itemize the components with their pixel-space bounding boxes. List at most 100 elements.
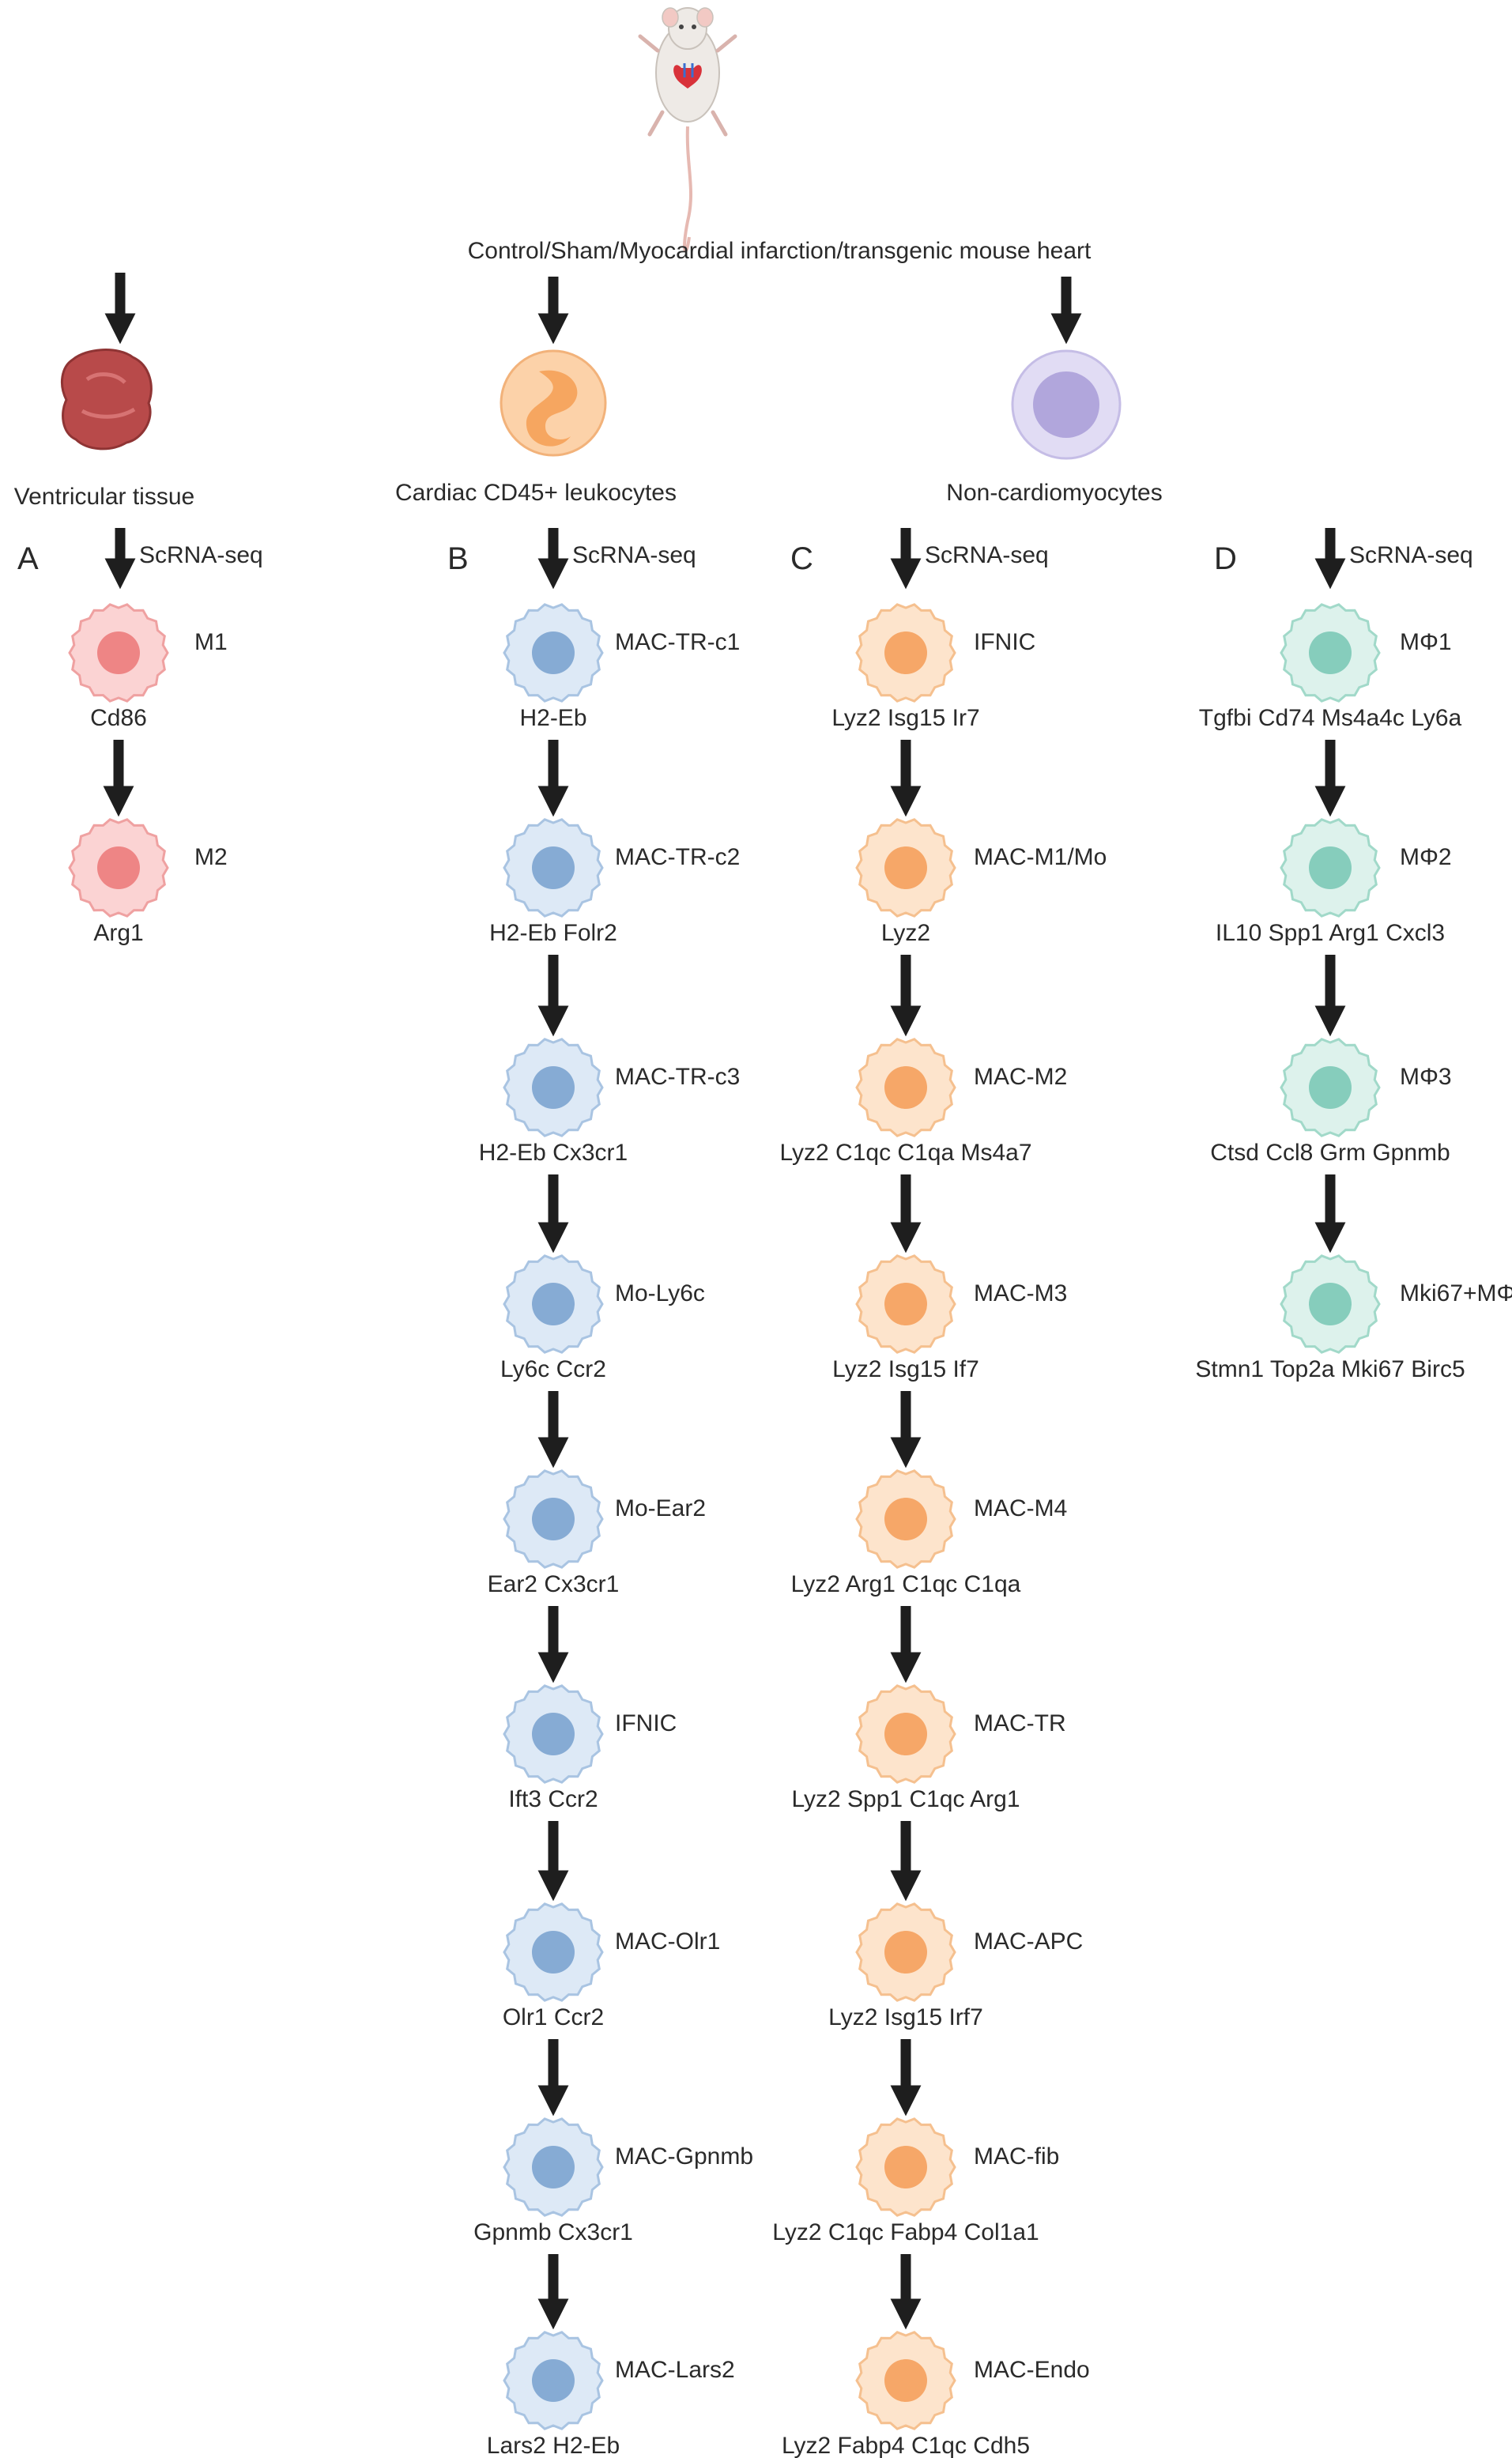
marker-genes: Arg1 xyxy=(93,920,143,946)
nucleus-icon xyxy=(884,1066,927,1109)
panel-letter: D xyxy=(1214,541,1237,576)
cell-type-name: MAC-APC xyxy=(974,1928,1083,1955)
marker-genes: Lyz2 C1qc Fabp4 Col1a1 xyxy=(772,2219,1039,2245)
panel-c: C ScRNA-seq IFNIC Lyz2 Isg15 Ir7 MAC-M1/Mo Ly… xyxy=(772,541,1107,2458)
cell-type-name: MAC-TR-c3 xyxy=(615,1064,740,1090)
cell-node: MΦ3 Ctsd Ccl8 Grm Gpnmb xyxy=(1210,1038,1452,1166)
panel-letter: C xyxy=(790,541,813,576)
cell-type-name: MAC-Gpnmb xyxy=(615,2143,753,2170)
nucleus-icon xyxy=(532,846,575,889)
cell-node: IFNIC Lyz2 Isg15 Ir7 xyxy=(831,603,1035,731)
nucleus-icon xyxy=(884,631,927,674)
cell-type-name: MAC-M4 xyxy=(974,1495,1067,1521)
nucleus-icon xyxy=(532,2359,575,2402)
panel-a: A ScRNA-seq M1 Cd86 M2 Arg1 xyxy=(17,541,263,946)
marker-genes: Lyz2 Isg15 Ir7 xyxy=(831,705,979,731)
marker-genes: Lyz2 Arg1 C1qc C1qa xyxy=(791,1571,1021,1597)
cell-node: MAC-TR-c1 H2-Eb xyxy=(503,603,740,731)
nucleus-icon xyxy=(1309,846,1352,889)
marker-genes: IL10 Spp1 Arg1 Cxcl3 xyxy=(1216,920,1445,946)
panel-b: B ScRNA-seq MAC-TR-c1 H2-Eb MAC-TR-c2 H2-Eb F… xyxy=(447,541,753,2458)
marker-genes: Ift3 Ccr2 xyxy=(508,1786,598,1812)
marker-genes: Stmn1 Top2a Mki67 Birc5 xyxy=(1195,1356,1465,1382)
panel-letter: A xyxy=(17,541,39,576)
cell-type-name: MAC-Olr1 xyxy=(615,1928,720,1955)
nucleus-icon xyxy=(1309,631,1352,674)
source-label-1: Ventricular tissue xyxy=(14,484,194,510)
cell-type-name: MAC-fib xyxy=(974,2143,1059,2170)
cell-node: MΦ2 IL10 Spp1 Arg1 Cxcl3 xyxy=(1216,818,1452,946)
nucleus-icon xyxy=(532,1283,575,1325)
cell-icon xyxy=(1011,349,1122,460)
marker-genes: Lyz2 Spp1 C1qc Arg1 xyxy=(791,1786,1020,1812)
scrna-seq-label: ScRNA-seq xyxy=(139,542,263,568)
cell-type-name: IFNIC xyxy=(974,629,1035,655)
marker-genes: H2-Eb Cx3cr1 xyxy=(479,1140,628,1166)
marker-genes: H2-Eb Folr2 xyxy=(489,920,617,946)
source-label: Control/Sham/Myocardial infarction/trans… xyxy=(468,238,1092,264)
marker-genes: Lars2 H2-Eb xyxy=(487,2433,620,2458)
nucleus-icon xyxy=(532,1931,575,1974)
cell-type-name: MAC-TR xyxy=(974,1710,1066,1736)
cell-type-name: Mo-Ly6c xyxy=(615,1280,705,1306)
leukocyte-icon xyxy=(500,349,607,457)
nucleus-icon xyxy=(884,2359,927,2402)
panel-letter: B xyxy=(447,541,469,576)
nucleus-icon xyxy=(532,1498,575,1540)
cell-node: MAC-M2 Lyz2 C1qc C1qa Ms4a7 xyxy=(779,1038,1067,1166)
scrna-seq-label: ScRNA-seq xyxy=(572,542,696,568)
cell-node: MAC-M1/Mo Lyz2 xyxy=(855,818,1107,946)
nucleus-icon xyxy=(1309,1283,1352,1325)
cell-node: MAC-fib Lyz2 C1qc Fabp4 Col1a1 xyxy=(772,2117,1059,2245)
marker-genes: Olr1 Ccr2 xyxy=(503,2004,604,2030)
cell-node: MAC-TR-c2 H2-Eb Folr2 xyxy=(489,818,740,946)
cell-node: MAC-Lars2 Lars2 H2-Eb xyxy=(487,2331,735,2458)
cell-type-name: MAC-M2 xyxy=(974,1064,1067,1090)
cell-type-name: MAC-TR-c2 xyxy=(615,844,740,870)
marker-genes: Lyz2 xyxy=(881,920,930,946)
nucleus-icon xyxy=(97,631,140,674)
nucleus-icon xyxy=(532,1066,575,1109)
cell-node: IFNIC Ift3 Ccr2 xyxy=(503,1684,677,1812)
cell-node: MAC-M4 Lyz2 Arg1 C1qc C1qa xyxy=(791,1469,1067,1597)
cell-type-name: M2 xyxy=(194,844,228,870)
cell-node: MAC-APC Lyz2 Isg15 Irf7 xyxy=(828,1902,1083,2030)
cell-node: MAC-Olr1 Olr1 Ccr2 xyxy=(503,1902,720,2030)
nucleus-icon xyxy=(532,631,575,674)
cell-node: MAC-M3 Lyz2 Isg15 If7 xyxy=(832,1254,1067,1382)
mouse-icon xyxy=(638,7,737,253)
cell-node: MAC-Gpnmb Gpnmb Cx3cr1 xyxy=(473,2117,753,2245)
source-label-2: Cardiac CD45+ leukocytes xyxy=(395,480,677,506)
nucleus-icon xyxy=(532,2146,575,2188)
marker-genes: Lyz2 Fabp4 C1qc Cdh5 xyxy=(782,2433,1030,2458)
cell-node: M2 Arg1 xyxy=(68,818,228,946)
tissue-icon xyxy=(60,349,153,451)
cell-node: M1 Cd86 xyxy=(68,603,228,731)
marker-genes: Ly6c Ccr2 xyxy=(500,1356,606,1382)
cell-type-name: IFNIC xyxy=(615,1710,677,1736)
cell-type-name: MAC-Lars2 xyxy=(615,2357,735,2383)
marker-genes: Lyz2 C1qc C1qa Ms4a7 xyxy=(779,1140,1031,1166)
cell-node: MΦ1 Tgfbi Cd74 Ms4a4c Ly6a xyxy=(1199,603,1462,731)
cell-type-name: MΦ2 xyxy=(1400,844,1452,870)
nucleus-icon xyxy=(884,1931,927,1974)
marker-genes: Tgfbi Cd74 Ms4a4c Ly6a xyxy=(1199,705,1462,731)
cell-type-name: MΦ3 xyxy=(1400,1064,1452,1090)
nucleus-icon xyxy=(884,1283,927,1325)
marker-genes: Lyz2 Isg15 Irf7 xyxy=(828,2004,983,2030)
cell-type-name: Mki67+MΦ xyxy=(1400,1280,1512,1306)
panel-d: D ScRNA-seq MΦ1 Tgfbi Cd74 Ms4a4c Ly6a MΦ2 IL… xyxy=(1195,541,1512,1382)
marker-genes: Ear2 Cx3cr1 xyxy=(488,1571,620,1597)
cell-node: Mki67+MΦ Stmn1 Top2a Mki67 Birc5 xyxy=(1195,1254,1512,1382)
cell-node: Mo-Ear2 Ear2 Cx3cr1 xyxy=(488,1469,706,1597)
source-label-3: Non-cardiomyocytes xyxy=(946,480,1162,506)
scrna-seq-label: ScRNA-seq xyxy=(1349,542,1473,568)
marker-genes: H2-Eb xyxy=(519,705,586,731)
scrna-seq-label: ScRNA-seq xyxy=(925,542,1049,568)
cell-type-name: Mo-Ear2 xyxy=(615,1495,706,1521)
cell-type-name: MAC-M3 xyxy=(974,1280,1067,1306)
marker-genes: Gpnmb Cx3cr1 xyxy=(473,2219,633,2245)
marker-genes: Cd86 xyxy=(90,705,147,731)
cell-type-name: MΦ1 xyxy=(1400,629,1452,655)
nucleus-icon xyxy=(1309,1066,1352,1109)
